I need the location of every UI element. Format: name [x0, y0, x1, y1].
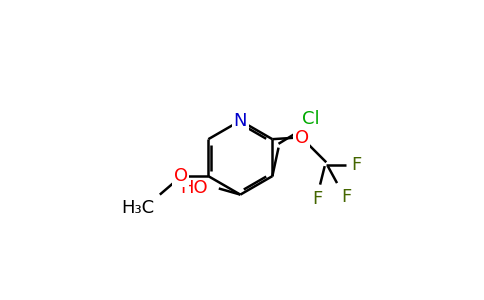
Text: O: O	[174, 167, 188, 185]
Text: HO: HO	[181, 179, 208, 197]
Text: N: N	[234, 112, 247, 130]
Text: H₃C: H₃C	[121, 199, 154, 217]
Text: F: F	[342, 188, 352, 206]
Text: O: O	[295, 129, 309, 147]
Text: Cl: Cl	[302, 110, 319, 128]
Text: F: F	[352, 156, 362, 174]
Text: F: F	[312, 190, 322, 208]
